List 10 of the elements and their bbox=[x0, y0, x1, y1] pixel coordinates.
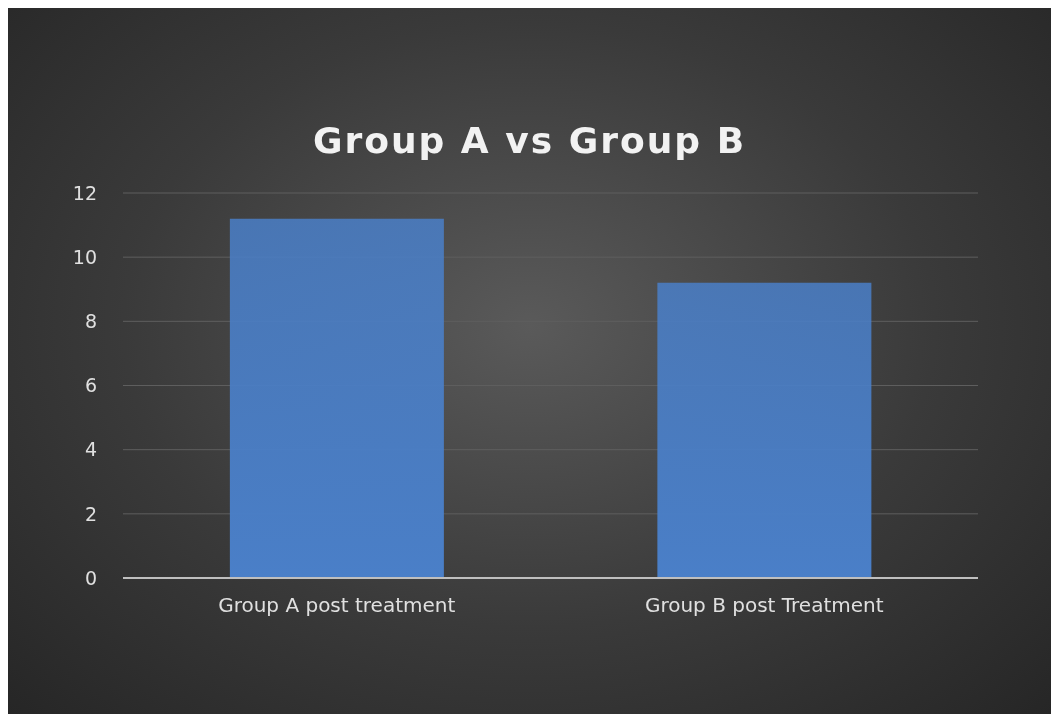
y-tick-label: 0 bbox=[84, 566, 97, 589]
x-tick-label: Group B post Treatment bbox=[644, 593, 884, 618]
x-tick-label: Group A post treatment bbox=[218, 593, 456, 618]
y-tick-label: 6 bbox=[84, 374, 97, 397]
y-tick-label: 4 bbox=[84, 438, 97, 461]
chart-title: Group A vs Group B bbox=[311, 120, 748, 161]
y-tick-label: 8 bbox=[84, 310, 97, 333]
y-tick-label: 12 bbox=[72, 181, 97, 204]
y-tick-label: 2 bbox=[84, 502, 97, 525]
y-tick-label: 10 bbox=[72, 245, 97, 268]
